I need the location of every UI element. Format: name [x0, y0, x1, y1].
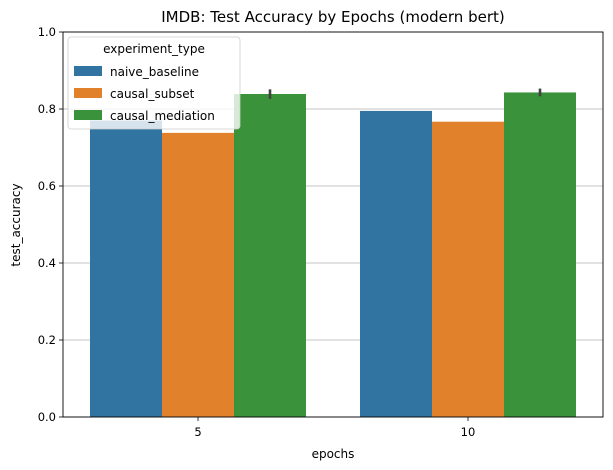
y-tick-label: 0.6 — [38, 179, 56, 193]
x-tick-label: 5 — [194, 425, 201, 439]
legend: experiment_type naive_baseline causal_subs… — [67, 36, 241, 130]
y-axis-label: test_accuracy — [9, 183, 23, 266]
bar-causal_mediation-5 — [234, 93, 306, 418]
legend-swatch-naive_baseline — [74, 66, 102, 76]
y-tick-label: 1.0 — [38, 25, 56, 39]
chart-title: IMDB: Test Accuracy by Epochs (modern be… — [161, 8, 504, 26]
bars-layer — [90, 88, 576, 418]
bar-causal_mediation-10 — [504, 92, 576, 417]
legend-box — [67, 36, 241, 130]
x-axis-label: epochs — [312, 447, 355, 461]
legend-label-causal_mediation: causal_mediation — [110, 109, 215, 123]
y-tick-label: 0.0 — [38, 410, 56, 424]
bar-naive_baseline-10 — [360, 110, 432, 418]
legend-title: experiment_type — [103, 42, 205, 56]
y-tick-label: 0.8 — [38, 102, 56, 116]
legend-label-causal_subset: causal_subset — [110, 87, 195, 101]
y-tick-label: 0.2 — [38, 333, 56, 347]
legend-swatch-causal_subset — [74, 88, 102, 98]
bar-causal_subset-10 — [432, 121, 504, 417]
bar-naive_baseline-5 — [90, 120, 162, 418]
axes-layer: 0.0 0.2 0.4 0.6 0.8 1.0 5 10 — [38, 25, 604, 439]
bar-causal_subset-5 — [162, 132, 234, 417]
legend-swatch-causal_mediation — [74, 110, 102, 120]
legend-label-naive_baseline: naive_baseline — [110, 65, 199, 79]
plot-frame — [62, 31, 604, 418]
y-tick-label: 0.4 — [38, 256, 56, 270]
x-tick-label: 10 — [461, 425, 476, 439]
